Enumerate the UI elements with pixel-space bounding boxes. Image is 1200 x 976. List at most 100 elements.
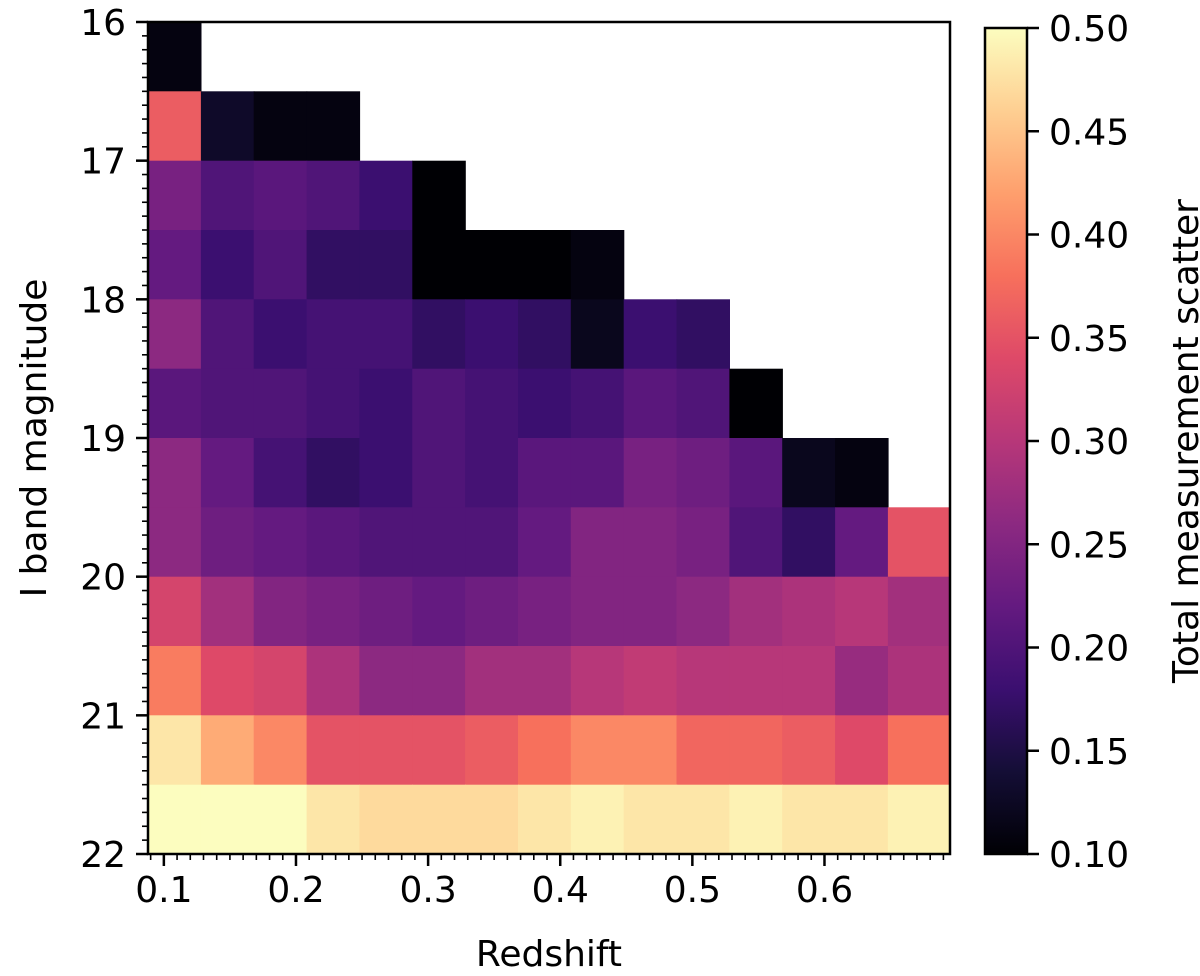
heatmap-cell <box>306 576 361 647</box>
heatmap-cell <box>676 368 730 439</box>
heatmap-cell <box>412 576 466 647</box>
heatmap-cell <box>887 576 951 647</box>
heatmap-cell <box>359 230 413 300</box>
heatmap-cell <box>412 715 466 786</box>
heatmap-cell <box>518 230 572 300</box>
heatmap-cell <box>359 507 413 578</box>
heatmap-cell <box>148 576 202 647</box>
heatmap-cell <box>518 576 572 647</box>
heatmap-cell <box>623 646 678 716</box>
heatmap-cell <box>623 299 678 370</box>
heatmap-cell <box>200 646 255 716</box>
x-tick-label: 0.6 <box>796 870 853 911</box>
heatmap-cell <box>835 576 889 647</box>
heatmap-cell <box>306 646 361 716</box>
heatmap-cell <box>570 576 625 647</box>
heatmap-cell <box>306 368 361 439</box>
heatmap-cell <box>729 368 783 439</box>
heatmap-cell <box>359 784 413 855</box>
heatmap-cell <box>253 784 308 855</box>
heatmap-cell <box>148 507 202 578</box>
heatmap-cell <box>835 507 889 578</box>
heatmap-cell <box>518 784 572 855</box>
heatmap-cell <box>676 507 730 578</box>
heatmap-cell <box>306 784 361 855</box>
heatmap-cell <box>148 646 202 716</box>
heatmap-cell <box>253 299 308 370</box>
y-tick-label: 18 <box>80 280 126 321</box>
heatmap-cell <box>887 646 951 716</box>
heatmap-cell <box>253 646 308 716</box>
heatmap-cell <box>148 230 202 300</box>
heatmap-cells <box>148 22 951 855</box>
heatmap-cell <box>200 368 255 439</box>
y-tick-label: 22 <box>80 835 126 876</box>
heatmap-cell <box>200 230 255 300</box>
heatmap-cell <box>359 299 413 370</box>
colorbar-tick-label: 0.20 <box>1049 629 1129 670</box>
heatmap-cell <box>518 646 572 716</box>
heatmap-cell <box>676 715 730 786</box>
heatmap-cell <box>676 438 730 508</box>
colorbar-tick-label: 0.10 <box>1049 835 1129 876</box>
heatmap-cell <box>253 576 308 647</box>
heatmap-cell <box>729 784 783 855</box>
heatmap-cell <box>782 784 836 855</box>
heatmap-cell <box>518 507 572 578</box>
heatmap-cell <box>782 576 836 647</box>
heatmap-cell <box>148 299 202 370</box>
heatmap-cell <box>306 91 361 162</box>
x-tick-label: 0.3 <box>399 870 456 911</box>
heatmap-cell <box>835 784 889 855</box>
heatmap-cell <box>200 160 255 231</box>
heatmap-cell <box>200 784 255 855</box>
heatmap-cell <box>729 715 783 786</box>
heatmap-cell <box>570 368 625 439</box>
heatmap-cell <box>782 646 836 716</box>
y-tick-label: 20 <box>80 558 126 599</box>
heatmap-cell <box>359 646 413 716</box>
heatmap-cell <box>412 507 466 578</box>
x-axis-title: Redshift <box>476 934 622 975</box>
colorbar-axis: 0.10 0.15 0.20 0.25 0.30 0.35 0.40 0.45 0.50 <box>1027 9 1129 876</box>
heatmap-cell <box>518 368 572 439</box>
heatmap-cell <box>729 646 783 716</box>
heatmap-cell <box>570 230 625 300</box>
heatmap-cell <box>148 368 202 439</box>
heatmap-cell <box>465 368 519 439</box>
colorbar-label: Total measurement scatter <box>1166 199 1200 684</box>
heatmap-cell <box>465 507 519 578</box>
heatmap-cell <box>887 715 951 786</box>
heatmap-cell <box>518 715 572 786</box>
heatmap-cell <box>359 368 413 439</box>
heatmap-cell <box>729 438 783 508</box>
x-tick-label: 0.5 <box>664 870 721 911</box>
heatmap-cell <box>570 646 625 716</box>
heatmap-cell <box>835 438 889 508</box>
heatmap-cell <box>835 715 889 786</box>
heatmap-cell <box>412 438 466 508</box>
heatmap-cell <box>359 576 413 647</box>
heatmap-cell <box>465 784 519 855</box>
heatmap-cell <box>306 299 361 370</box>
colorbar-tick-label: 0.30 <box>1049 422 1129 463</box>
heatmap-cell <box>148 22 202 92</box>
heatmap-cell <box>465 576 519 647</box>
y-axis-title: I band magnitude <box>14 279 55 598</box>
heatmap-cell <box>253 507 308 578</box>
heatmap-cell <box>465 438 519 508</box>
heatmap-cell <box>623 784 678 855</box>
heatmap-cell <box>306 160 361 231</box>
heatmap-cell <box>676 646 730 716</box>
colorbar-tick-label: 0.15 <box>1049 732 1129 773</box>
heatmap-cell <box>623 576 678 647</box>
heatmap-cell <box>306 507 361 578</box>
heatmap-cell <box>412 784 466 855</box>
heatmap-cell <box>887 507 951 578</box>
heatmap-cell <box>570 715 625 786</box>
heatmap-cell <box>729 576 783 647</box>
colorbar-tick-label: 0.25 <box>1049 525 1129 566</box>
heatmap-cell <box>676 299 730 370</box>
heatmap-cell <box>570 438 625 508</box>
heatmap-cell <box>200 91 255 162</box>
